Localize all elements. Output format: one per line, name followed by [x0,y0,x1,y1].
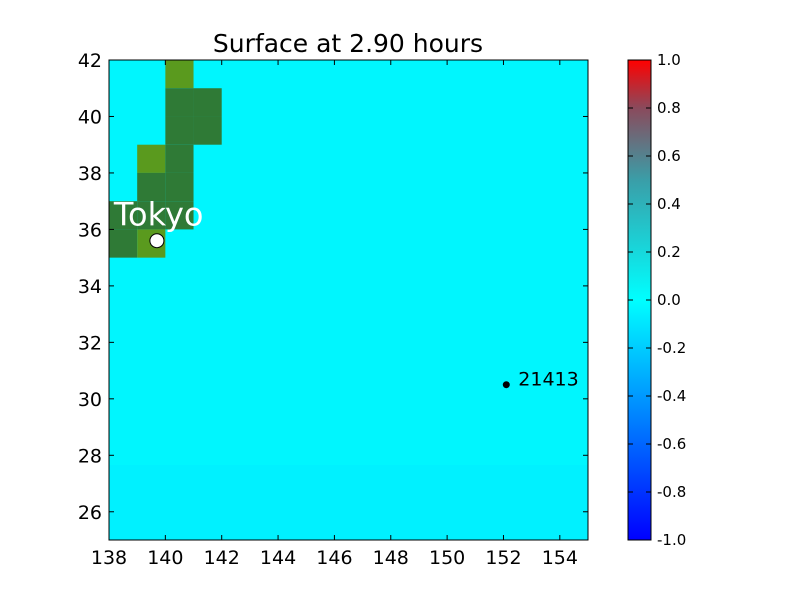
land-cell [137,172,166,202]
colorbar: -1.0 -0.8 -0.6 -0.4 -0.2 0.0 0.2 0.4 0.6 0.8 1.0 [627,51,686,549]
x-tick-label: 152 [485,547,521,569]
x-tick-label: 146 [316,547,352,569]
land-cell [165,88,194,117]
x-tick-label: 154 [542,547,578,569]
tokyo-label: Tokyo [113,196,204,234]
y-tick-label: 36 [78,219,102,241]
colorbar-tick-label: 0.8 [657,99,681,117]
x-tick-label: 150 [429,547,465,569]
y-tick-label: 30 [78,389,102,411]
land-cell [165,144,194,173]
land-cell [193,88,222,117]
land-cell [165,60,194,89]
land-cell [109,229,138,258]
land-cell [165,116,194,145]
colorbar-tick-label: 0.2 [657,243,681,261]
land-cell [137,201,166,230]
y-tick-label: 32 [78,332,102,354]
y-tick-label: 26 [78,502,102,524]
chart-title: Surface at 2.90 hours [213,29,483,58]
land-cell [165,172,194,202]
land-cells [109,60,222,258]
y-tick-label: 42 [78,50,102,72]
colorbar-tick-label: -0.6 [657,435,686,453]
y-tick-label: 34 [78,276,102,298]
land-cell [193,116,222,145]
tokyo-marker [149,233,165,249]
colorbar-tick-label: -0.2 [657,339,686,357]
colorbar-tick-label: -1.0 [657,531,686,549]
colorbar-tick-label: 0.6 [657,147,681,165]
x-tick-label: 148 [373,547,409,569]
plot-area: 138 140 142 144 146 148 150 152 154 26 28 30 32 34 36… [78,50,589,569]
buoy-label: 21413 [518,369,578,391]
colorbar-tick-label: 0.4 [657,195,681,213]
y-tick-label: 28 [78,445,102,467]
y-tick-label: 40 [78,106,102,128]
land-cell [165,201,194,230]
x-axis: 138 140 142 144 146 148 150 152 154 [91,60,578,569]
x-tick-label: 140 [147,547,183,569]
x-tick-label: 138 [91,547,127,569]
plot-frame [108,59,589,541]
colorbar-tick-label: 0.0 [657,291,681,309]
colorbar-tick-label: -0.8 [657,483,686,501]
colorbar-tick-label: 1.0 [657,51,681,69]
y-tick-label: 38 [78,163,102,185]
y-axis: 26 28 30 32 34 36 38 40 42 [78,50,588,524]
x-tick-label: 144 [260,547,296,569]
colorbar-ticks: -1.0 -0.8 -0.6 -0.4 -0.2 0.0 0.2 0.4 0.6 0.8 1.0 [628,51,686,549]
colorbar-tick-label: -0.4 [657,387,686,405]
buoy-marker [502,381,510,389]
ocean-shade-south [109,465,588,540]
land-cell [109,201,138,230]
land-cell [137,144,166,173]
x-tick-label: 142 [204,547,240,569]
